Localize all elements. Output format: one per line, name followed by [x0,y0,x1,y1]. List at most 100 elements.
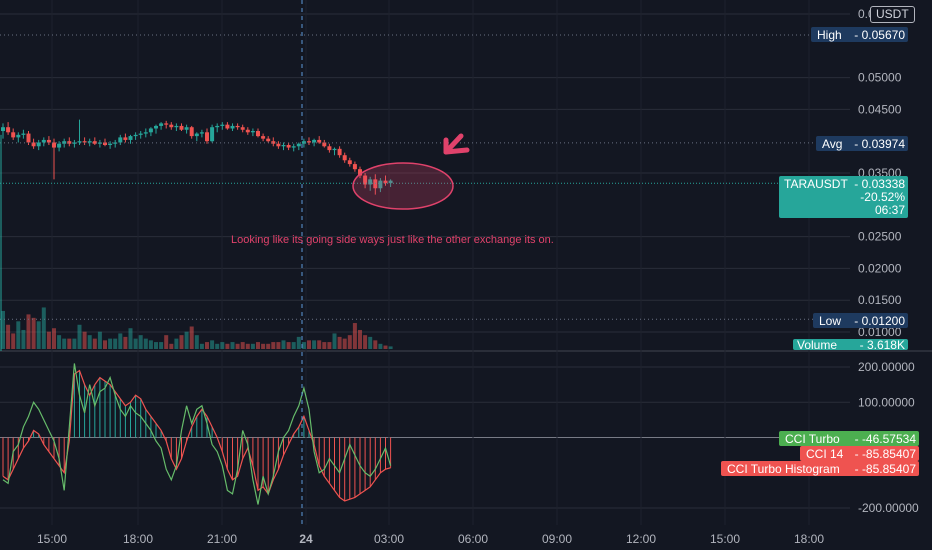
currency-selector[interactable]: USDT [870,6,915,23]
volume-bar [21,329,26,349]
candle-body [164,123,169,125]
ticker-price: - 0.03338 [854,177,905,191]
high-tag-bg [811,27,908,42]
volume-bar [235,343,240,349]
candle-body [169,124,174,128]
avg-value: - 0.03974 [854,137,905,151]
volume-bar [159,342,164,349]
arrow-icon[interactable] [443,133,470,155]
time-tick-label: 09:00 [542,532,572,546]
volume-bar [92,338,97,349]
price-tick-label: 0.02000 [858,261,902,275]
volume-bar [36,321,41,349]
candle-body [138,133,143,135]
volume-bar [189,326,194,349]
candle-body [92,141,97,144]
volume-bar [363,335,368,349]
low-tag: Low - 0.01200 [813,313,908,328]
cci14-tag-bg [800,446,919,461]
cci-tick-label: 200.00000 [858,360,915,374]
high-value: - 0.05670 [854,28,905,42]
highlight-ellipse[interactable] [352,162,454,210]
avg-tag: Avg - 0.03974 [816,136,908,151]
candle-body [41,139,46,143]
volume-bar [286,342,291,349]
price-tick-label: 0.04500 [858,102,902,116]
candle-body [72,142,77,144]
volume-bar [123,336,128,349]
time-tick-label: 24 [299,532,313,546]
candle-body [373,179,378,189]
volume-bar [57,335,62,349]
volume-bars [1,307,393,349]
volume-bar [276,342,281,349]
volume-bar [352,323,357,349]
price-tick-label: 0.02500 [858,230,902,244]
candle-body [225,124,230,129]
volume-bar [261,343,266,349]
low-value: - 0.01200 [854,314,905,328]
candle-body [235,125,240,128]
cci-panel [2,363,392,505]
high-label: High [817,28,842,42]
volume-bar [281,340,286,349]
volume-bar [46,331,51,349]
candle-body [57,143,62,148]
candle-body [21,133,26,135]
cci-turbo-tag-bg [779,431,919,446]
candle-body [103,142,107,146]
candle-body [154,125,158,129]
volume-bar [342,338,347,349]
volume-bar [133,338,138,349]
volume-bar [97,331,102,349]
volume-bar [179,335,184,349]
candle-body [97,142,102,144]
candle-body [307,141,311,143]
high-tag: High - 0.05670 [811,27,908,42]
volume-bar [67,338,72,349]
candle-body [82,141,87,143]
candle-body [1,127,5,132]
price-tick-label: 0.01500 [858,293,902,307]
volume-bar [358,329,362,349]
volume-bar [373,340,378,349]
time-tick-label: 18:00 [123,532,153,546]
candle-body [31,142,36,147]
volume-bar [31,317,36,349]
cci-turbo-label: CCI Turbo [785,432,840,446]
candle-body [358,169,362,176]
volume-bar [210,340,215,349]
candle-body [194,133,199,137]
candle-body [327,146,332,151]
volume-bar [240,342,245,349]
candle-body [271,141,276,144]
volume-bar [256,342,260,349]
volume-bar [11,333,16,349]
volume-bar [174,338,179,349]
volume-bar [347,335,352,349]
candle-body [77,141,82,143]
volume-bar [103,340,107,349]
volume-bar [291,342,296,349]
candle-body [230,125,235,129]
ticker-change: -20.52% [860,190,905,204]
volume-tag: Volume - 3.618K [793,338,908,352]
candle-body [261,136,266,139]
avg-tag-bg [816,136,908,151]
candle-body [16,134,21,138]
candle-body [205,132,209,142]
low-tag-bg [813,313,908,328]
candle-body [113,142,118,144]
volume-tag-bg [793,339,908,350]
volume-bar [154,342,158,349]
cci-tick-label: -200.00000 [858,501,919,515]
candle-body [26,133,31,143]
volume-bar [215,343,220,349]
volume-bar [266,343,271,349]
cci-tick-label: 100.00000 [858,395,915,409]
candle-body [286,145,291,148]
candle-body [36,142,41,147]
annotation-text[interactable]: Looking like its going side ways just li… [231,234,554,246]
volume-bar [296,336,301,349]
